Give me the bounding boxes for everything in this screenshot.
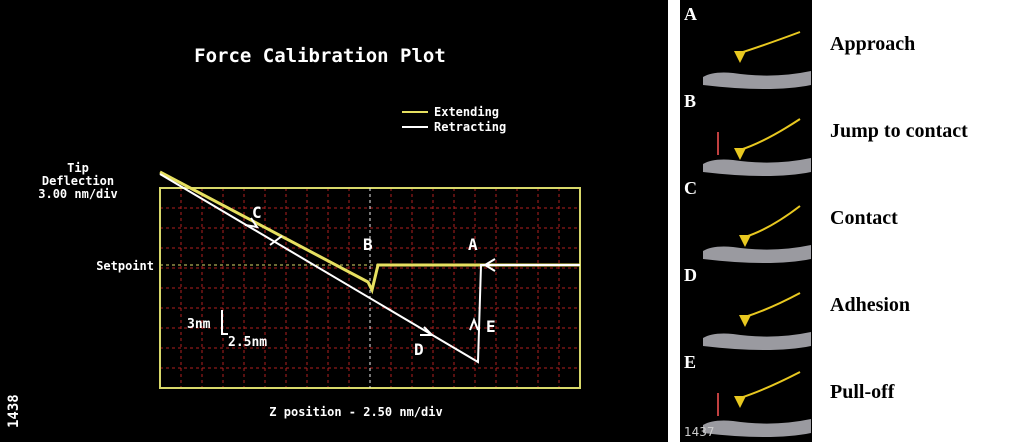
- stage-letter: C: [684, 178, 697, 198]
- point-label: E: [486, 317, 496, 336]
- figure: Force Calibration Plot Extending Retract…: [0, 0, 1025, 442]
- stage-name: Pull-off: [830, 381, 895, 403]
- stage-letter: D: [684, 265, 697, 285]
- y-label: Deflection: [42, 174, 114, 188]
- y-label: 3.00 nm/div: [38, 187, 117, 201]
- legend-label: Extending: [434, 105, 499, 119]
- point-label: A: [468, 235, 478, 254]
- stage-name: Adhesion: [830, 294, 910, 316]
- stage-letter: E: [684, 352, 696, 372]
- stage-name: Approach: [830, 33, 915, 55]
- point-label: D: [414, 340, 424, 359]
- plot-title: Force Calibration Plot: [194, 45, 446, 67]
- stage-letter: B: [684, 91, 696, 111]
- x-label: Z position - 2.50 nm/div: [269, 405, 442, 419]
- point-label: C: [252, 203, 262, 222]
- stage-letter: A: [684, 4, 697, 24]
- stage-name: Jump to contact: [830, 120, 968, 142]
- stage-name: Contact: [830, 207, 898, 229]
- scale-label: 3nm: [187, 317, 211, 332]
- figure-id: 1437: [684, 425, 715, 439]
- legend-label: Retracting: [434, 120, 506, 134]
- scale-label: 2.5nm: [228, 335, 267, 350]
- figure-id: 1438: [6, 394, 22, 428]
- setpoint-label: Setpoint: [96, 259, 154, 273]
- y-label: Tip: [67, 161, 89, 175]
- point-label: B: [363, 235, 373, 254]
